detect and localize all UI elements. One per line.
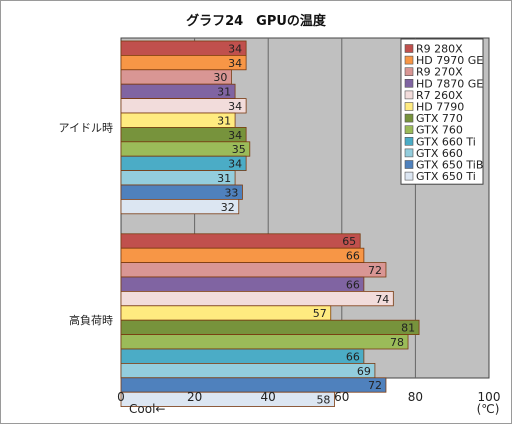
bar xyxy=(120,334,409,350)
bar-value-label: 81 xyxy=(401,322,415,335)
value-labels: 3434303134313435343133326566726674578178… xyxy=(213,42,415,406)
bar-value-label: 32 xyxy=(221,201,235,214)
bar xyxy=(120,141,251,157)
bar-value-label: 33 xyxy=(224,186,238,199)
legend-entry: R7 260X xyxy=(416,89,463,102)
legend-entry: HD 7870 GE xyxy=(416,77,483,90)
x-tick-label: 60 xyxy=(334,390,349,404)
legend-entry: GTX 650 TiB xyxy=(416,159,483,172)
legend-box xyxy=(400,38,484,185)
bar-value-label: 72 xyxy=(368,379,382,392)
legend-swatch xyxy=(404,160,414,169)
legend-swatch xyxy=(404,148,414,158)
legend-entry: GTX 660 Ti xyxy=(416,135,476,148)
bar xyxy=(120,276,365,292)
bar-value-label: 30 xyxy=(213,71,227,84)
group-label: 高負荷時 xyxy=(69,313,113,327)
x-tick-label: 20 xyxy=(187,390,202,404)
bar-value-label: 66 xyxy=(346,278,360,291)
bar-value-label: 31 xyxy=(217,86,231,99)
legend-entry: R9 270X xyxy=(416,66,463,79)
bar-value-label: 34 xyxy=(228,57,242,70)
x-tick-label: 100 xyxy=(478,390,501,404)
x-tick-label: 40 xyxy=(261,390,276,404)
bar-value-label: 34 xyxy=(228,42,242,55)
x-tick-label: 80 xyxy=(408,390,423,404)
unit-label: (℃) xyxy=(477,402,500,416)
bar xyxy=(120,233,361,249)
legend-entry: HD 7970 GE xyxy=(416,54,483,67)
legend-swatch xyxy=(404,55,414,65)
bar-value-label: 66 xyxy=(346,250,360,263)
bar-value-label: 74 xyxy=(375,293,389,306)
bar xyxy=(120,305,332,321)
bar-value-label: 34 xyxy=(228,158,242,171)
bar xyxy=(120,247,365,263)
legend-entry: GTX 770 xyxy=(416,112,463,125)
legend-swatch xyxy=(404,113,414,123)
bar xyxy=(120,319,420,336)
bar-value-label: 34 xyxy=(228,100,242,113)
bar-value-label: 35 xyxy=(232,143,246,156)
legend-swatch xyxy=(404,44,414,53)
chart-title: グラフ24 GPUの温度 xyxy=(186,13,327,29)
legend-swatch xyxy=(404,137,414,146)
bar-value-label: 58 xyxy=(316,394,330,407)
legend-entry: HD 7790 xyxy=(416,101,464,114)
bar xyxy=(120,348,365,364)
bar xyxy=(120,391,335,408)
direction-note: Cool← xyxy=(129,402,165,416)
bar-value-label: 69 xyxy=(357,365,371,378)
bar xyxy=(120,290,394,307)
bar-value-label: 34 xyxy=(228,129,242,142)
bar-value-label: 66 xyxy=(346,350,360,363)
bar-value-label: 72 xyxy=(368,264,382,277)
bar-value-label: 31 xyxy=(217,114,231,127)
bar xyxy=(120,362,376,379)
legend-entry: GTX 760 xyxy=(416,124,463,137)
legend-swatch xyxy=(404,171,414,181)
legend-swatch xyxy=(404,102,414,111)
legend-swatch xyxy=(404,90,414,100)
legend-entry: GTX 650 Ti xyxy=(416,170,476,183)
bar-value-label: 65 xyxy=(342,235,356,248)
bar xyxy=(120,198,240,215)
bar-value-label: 78 xyxy=(390,336,404,349)
legend-swatch xyxy=(404,79,414,88)
x-tick-label: 0 xyxy=(117,390,125,404)
group-label: アイドル時 xyxy=(59,121,113,134)
legend-swatch xyxy=(404,67,414,76)
bars xyxy=(120,40,420,408)
bar-value-label: 31 xyxy=(217,172,231,185)
legend-entry: GTX 660 xyxy=(416,147,463,160)
bar-value-label: 57 xyxy=(313,307,327,320)
bar xyxy=(120,262,387,278)
legend-entry: R9 280X xyxy=(416,43,463,56)
legend-swatch xyxy=(404,125,414,134)
x-axis-ticks: 0 20 40 60 80 100 xyxy=(117,390,500,404)
